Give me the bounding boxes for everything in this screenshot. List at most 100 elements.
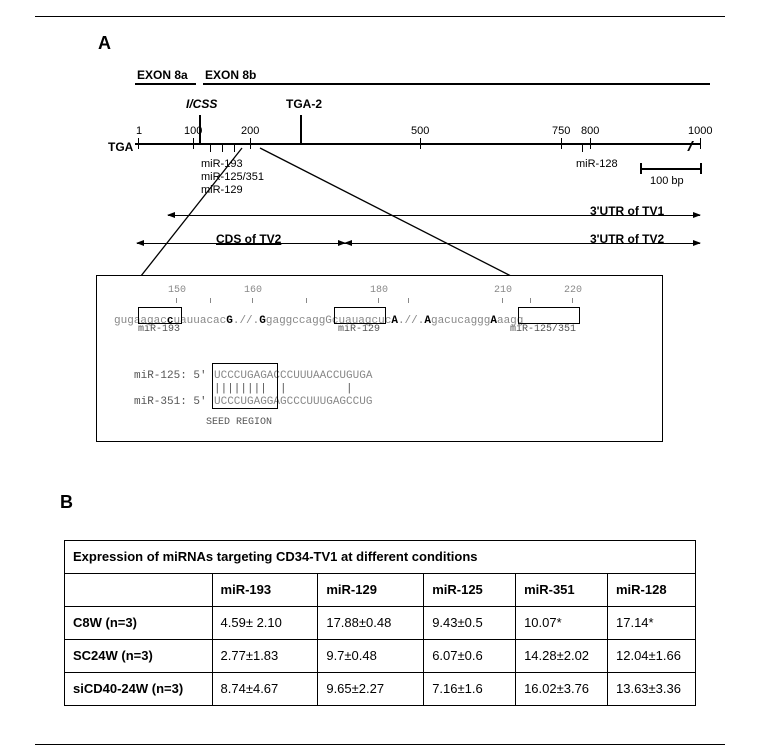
panel-label-a: A bbox=[98, 33, 111, 54]
table-cell: 12.04±1.66 bbox=[608, 640, 696, 673]
top-rule bbox=[35, 16, 725, 17]
mir-site-tick bbox=[222, 143, 223, 152]
seq-text: gaggc bbox=[266, 315, 299, 327]
table-column-header: miR-128 bbox=[608, 574, 696, 607]
axis-line bbox=[135, 143, 700, 145]
exon8a-line bbox=[135, 83, 196, 85]
table-column-header: miR-129 bbox=[318, 574, 424, 607]
table-cell: 2.77±1.83 bbox=[212, 640, 318, 673]
scale-bar bbox=[640, 168, 700, 170]
utr-tv2-label: 3'UTR of TV2 bbox=[590, 232, 664, 246]
axis-break-icon: // bbox=[688, 138, 690, 154]
sequence-box bbox=[96, 275, 663, 442]
seq-position-tick bbox=[176, 298, 177, 303]
mir-site-label: miR-193 bbox=[201, 158, 243, 170]
seed-region-label: SEED REGION bbox=[206, 417, 272, 428]
mir128-label: miR-128 bbox=[576, 158, 618, 170]
mir-site-label: miR-129 bbox=[201, 184, 243, 196]
seq-minor-tick bbox=[210, 298, 211, 303]
table-cell: 10.07* bbox=[516, 607, 608, 640]
seq-position-tick bbox=[252, 298, 253, 303]
axis-tick bbox=[250, 138, 251, 149]
exon8a-label: EXON 8a bbox=[137, 68, 188, 82]
axis-tick-label: 500 bbox=[411, 125, 429, 137]
seq-target-box bbox=[518, 307, 580, 324]
seq-text: .//. bbox=[398, 315, 424, 327]
cds-tv2-label: CDS of TV2 bbox=[216, 232, 281, 246]
mir-seq-label: miR-351: 5' bbox=[134, 396, 207, 408]
table-row-label: SC24W (n=3) bbox=[65, 640, 213, 673]
table-row-label: C8W (n=3) bbox=[65, 607, 213, 640]
seq-text: A bbox=[490, 315, 497, 327]
table-cell: 17.14* bbox=[608, 607, 696, 640]
seq-minor-tick bbox=[530, 298, 531, 303]
seq-position-number: 160 bbox=[244, 285, 262, 296]
tga-left-label: TGA bbox=[108, 140, 133, 154]
mir-site-tick bbox=[234, 143, 235, 152]
table-title: Expression of miRNAs targeting CD34-TV1 … bbox=[65, 541, 696, 574]
axis-tick-label: 1 bbox=[136, 125, 142, 137]
seed-region-box bbox=[212, 363, 278, 409]
seq-text: A bbox=[424, 315, 431, 327]
seq-text: G bbox=[259, 315, 266, 327]
utr-tv1-label: 3'UTR of TV1 bbox=[590, 204, 664, 218]
table-cell: 9.7±0.48 bbox=[318, 640, 424, 673]
tga2-label: TGA-2 bbox=[286, 97, 322, 111]
table-column-header: miR-193 bbox=[212, 574, 318, 607]
seq-position-tick bbox=[502, 298, 503, 303]
mirna-expression-table: Expression of miRNAs targeting CD34-TV1 … bbox=[64, 540, 696, 706]
ics-tick bbox=[199, 115, 201, 143]
axis-tick bbox=[420, 138, 421, 149]
exon8b-label: EXON 8b bbox=[205, 68, 256, 82]
mir-site-label: miR-125/351 bbox=[201, 171, 264, 183]
axis-tick-label: 750 bbox=[552, 125, 570, 137]
table-cell: 4.59± 2.10 bbox=[212, 607, 318, 640]
seq-target-box bbox=[334, 307, 386, 324]
table-cell: 16.02±3.76 bbox=[516, 673, 608, 706]
scale-bar-end bbox=[640, 163, 642, 174]
seq-target-label: miR-125/351 bbox=[510, 324, 576, 335]
axis-tick-label: 200 bbox=[241, 125, 259, 137]
table-column-header bbox=[65, 574, 213, 607]
seq-position-number: 180 bbox=[370, 285, 388, 296]
panel-label-b: B bbox=[60, 492, 73, 513]
table-column-header: miR-125 bbox=[424, 574, 516, 607]
axis-tick bbox=[590, 138, 591, 149]
tga2-tick bbox=[300, 115, 302, 143]
table-row: SC24W (n=3)2.77±1.839.7±0.486.07±0.614.2… bbox=[65, 640, 696, 673]
table-row-label: siCD40-24W (n=3) bbox=[65, 673, 213, 706]
axis-tick bbox=[700, 138, 701, 149]
seq-text: gug bbox=[114, 315, 134, 327]
ics-label: I/CSS bbox=[186, 97, 217, 111]
axis-tick bbox=[561, 138, 562, 149]
table-cell: 13.63±3.36 bbox=[608, 673, 696, 706]
seq-text: A bbox=[391, 315, 398, 327]
seq-minor-tick bbox=[408, 298, 409, 303]
seq-text: G bbox=[226, 315, 233, 327]
bottom-rule bbox=[35, 744, 725, 745]
exon8b-line bbox=[203, 83, 710, 85]
seq-position-number: 220 bbox=[564, 285, 582, 296]
axis-tick-label: 800 bbox=[581, 125, 599, 137]
axis-tick-label: 1000 bbox=[688, 125, 712, 137]
seq-position-tick bbox=[378, 298, 379, 303]
seq-text: .//. bbox=[233, 315, 259, 327]
table-row: C8W (n=3)4.59± 2.1017.88±0.489.43±0.510.… bbox=[65, 607, 696, 640]
seq-target-box bbox=[138, 307, 182, 324]
mir-site-tick bbox=[210, 143, 211, 152]
seq-text: g bbox=[431, 315, 438, 327]
scale-bar-label: 100 bp bbox=[650, 175, 684, 187]
seq-text: acucaggg bbox=[438, 315, 491, 327]
axis-tick bbox=[193, 138, 194, 149]
table-cell: 17.88±0.48 bbox=[318, 607, 424, 640]
table-cell: 7.16±1.6 bbox=[424, 673, 516, 706]
table-column-header: miR-351 bbox=[516, 574, 608, 607]
seq-minor-tick bbox=[306, 298, 307, 303]
mir128-tick bbox=[582, 143, 583, 152]
seq-position-number: 210 bbox=[494, 285, 512, 296]
seq-target-label: miR-193 bbox=[138, 324, 180, 335]
mir-seq-label: miR-125: 5' bbox=[134, 370, 207, 382]
table-cell: 9.65±2.27 bbox=[318, 673, 424, 706]
table-row: siCD40-24W (n=3)8.74±4.679.65±2.277.16±1… bbox=[65, 673, 696, 706]
seq-position-tick bbox=[572, 298, 573, 303]
